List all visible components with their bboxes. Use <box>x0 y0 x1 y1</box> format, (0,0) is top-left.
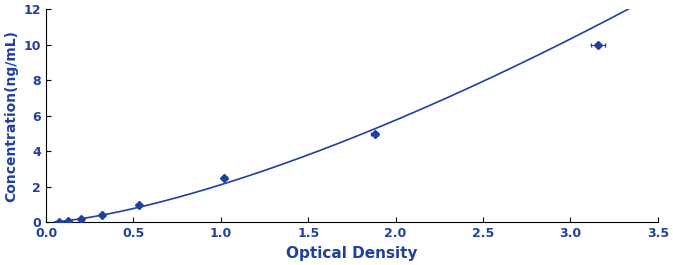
X-axis label: Optical Density: Optical Density <box>286 246 418 261</box>
Y-axis label: Concentration(ng/mL): Concentration(ng/mL) <box>4 30 18 202</box>
